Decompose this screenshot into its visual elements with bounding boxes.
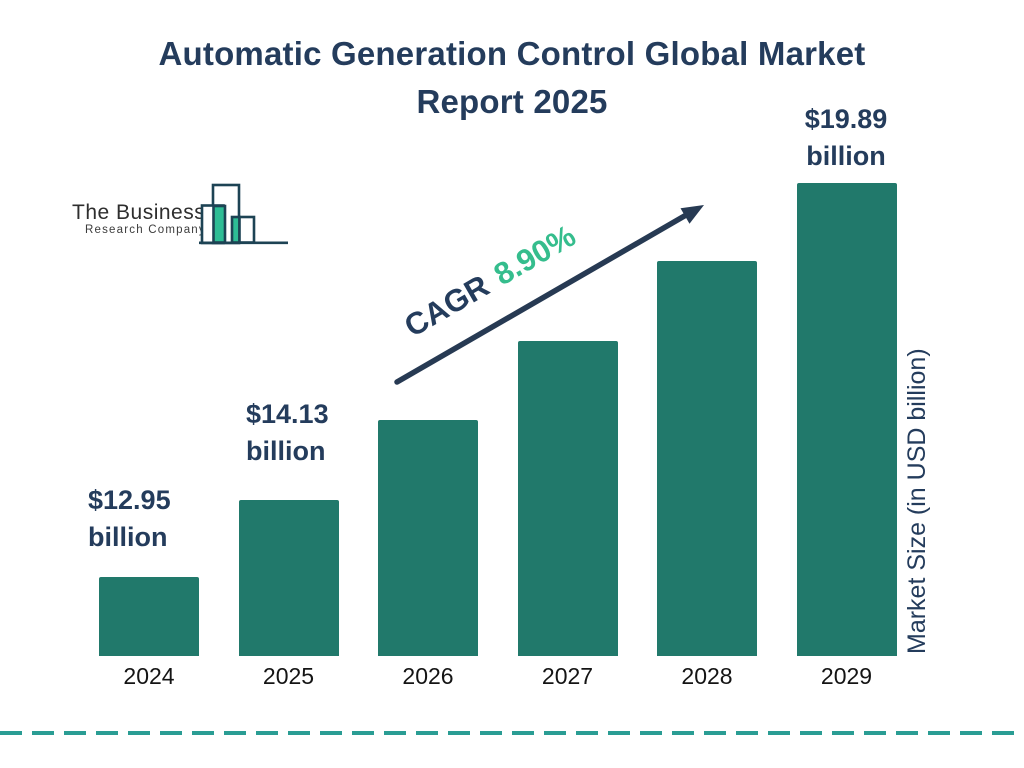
x-tick-2027: 2027	[541, 663, 594, 689]
bottom-dashed-divider	[0, 731, 1024, 735]
cagr-label: CAGR	[398, 267, 495, 344]
value-label-2024-amount: $12.95	[88, 485, 171, 515]
value-label-2029: $19.89 billion	[790, 101, 902, 175]
value-label-2029-unit: billion	[806, 141, 886, 171]
value-label-2024-unit: billion	[88, 522, 168, 552]
x-tick-2028: 2028	[681, 663, 733, 689]
page-title-line1: Automatic Generation Control Global Mark…	[158, 35, 866, 72]
bar-2025	[238, 500, 339, 656]
bar-2029	[796, 183, 897, 656]
company-logo-text: The Business Research Company	[72, 201, 206, 237]
value-label-2029-amount: $19.89	[804, 104, 888, 134]
company-logo: The Business Research Company	[70, 170, 300, 250]
bar-chart-logo-icon	[199, 183, 288, 245]
logo-brand-name: The Business	[72, 201, 206, 224]
x-tick-2024: 2024	[123, 663, 175, 689]
value-label-2025: $14.13 billion	[246, 396, 329, 470]
logo-brand-subtitle: Research Company	[85, 224, 206, 236]
x-tick-2025: 2025	[262, 663, 315, 689]
bar-2024	[99, 577, 199, 656]
value-label-2025-amount: $14.13	[246, 399, 329, 429]
value-label-2025-unit: billion	[246, 436, 326, 466]
page-title-line2: Report 2025	[416, 83, 608, 120]
bar-2028	[657, 261, 757, 656]
value-label-2024: $12.95 billion	[88, 482, 171, 556]
bar-2027	[517, 341, 618, 656]
x-tick-2029: 2029	[820, 663, 873, 689]
page-title: Automatic Generation Control Global Mark…	[52, 30, 972, 126]
bar-2026	[378, 420, 478, 656]
y-axis-label: Market Size (in USD billion)	[903, 348, 931, 654]
cagr-value: 8.90%	[487, 217, 582, 293]
x-tick-2026: 2026	[402, 663, 454, 689]
